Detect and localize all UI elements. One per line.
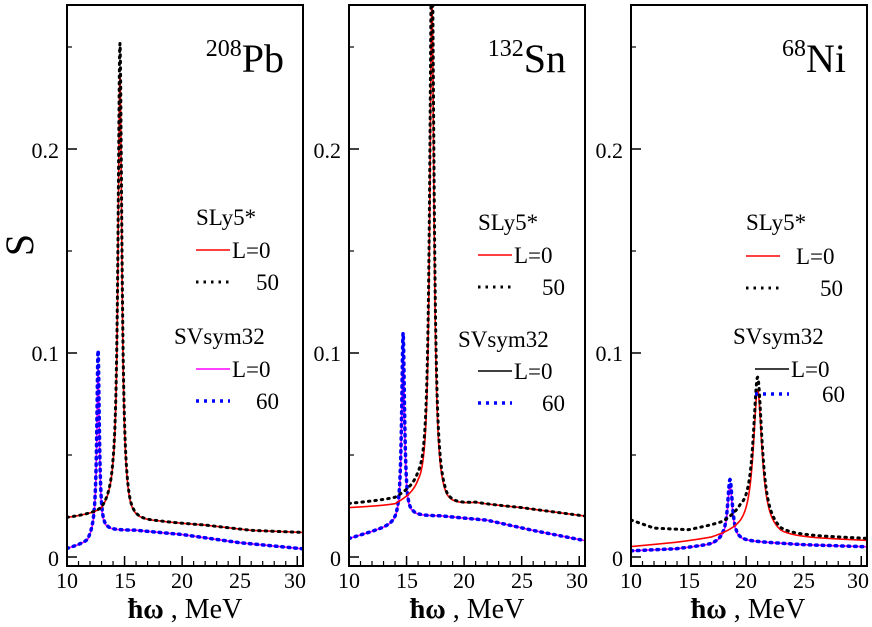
y-tick-label: 0 <box>48 546 59 571</box>
x-tick-label: 20 <box>735 568 757 593</box>
legend-entry: L=0 <box>514 359 553 384</box>
series-line-sly5-l-50 <box>67 41 303 534</box>
x-axis-symbol: ħω <box>128 594 164 625</box>
x-axis-unit: , MeV <box>446 594 525 625</box>
x-tick-label: 15 <box>114 568 136 593</box>
legend-entry: L=0 <box>791 357 830 382</box>
legend-entry: 60 <box>256 389 279 414</box>
legend-entry: 50 <box>542 275 565 300</box>
series-line-sly5-l-50 <box>631 375 867 540</box>
plot-frame <box>66 4 304 567</box>
y-tick-label: 0.1 <box>314 341 342 366</box>
x-tick-label: 25 <box>793 568 815 593</box>
series-line-svsym32-l-60 <box>67 348 303 551</box>
series-line-svsym32-l-60 <box>349 331 585 543</box>
x-tick-label: 10 <box>56 568 78 593</box>
nucleus-label: 132Sn <box>488 36 566 81</box>
legend: SLy5* L=0 50 SVsym32 L=0 60 <box>174 205 279 414</box>
legend-entry: L=0 <box>232 357 271 382</box>
legend-entry: L=0 <box>232 238 271 263</box>
x-tick-label: 15 <box>396 568 418 593</box>
legend-entry: 60 <box>822 382 845 407</box>
x-tick-label: 30 <box>847 568 869 593</box>
element-symbol: Sn <box>524 36 566 81</box>
y-axis-label: S <box>0 234 42 256</box>
y-tick-label: 0.2 <box>32 138 60 163</box>
axis-ticks <box>66 46 298 566</box>
axis-ticks <box>630 46 862 566</box>
legend-group-title: SVsym32 <box>733 324 824 349</box>
legend-group-title: SLy5* <box>746 210 806 235</box>
y-tick-label: 0.2 <box>596 138 624 163</box>
legend-entry: 50 <box>820 276 843 301</box>
plot-frame <box>630 4 868 567</box>
x-tick-label: 15 <box>678 568 700 593</box>
plot-area <box>349 5 585 543</box>
series-line-sly5-l-0 <box>67 73 303 534</box>
legend-group-title: SLy5* <box>196 205 256 230</box>
plot-area <box>67 41 303 551</box>
x-tick-label: 10 <box>620 568 642 593</box>
nucleus-label: 68Ni <box>782 36 846 81</box>
x-tick-label: 30 <box>284 568 306 593</box>
y-tick-label: 0.2 <box>314 138 342 163</box>
legend-entry: L=0 <box>514 243 553 268</box>
series-line-sly5-l-0 <box>631 388 867 548</box>
legend-group-title: SLy5* <box>478 210 538 235</box>
x-tick-label: 20 <box>171 568 193 593</box>
x-axis-unit: , MeV <box>164 594 243 625</box>
mass-number: 208 <box>206 36 242 62</box>
panel-208pb: 0.2 0.1 0 10 15 20 25 30 S ħω , MeV 208P… <box>0 4 306 625</box>
x-axis-label: ħω , MeV <box>128 594 243 625</box>
y-tick-label: 0 <box>330 546 341 571</box>
element-symbol: Pb <box>242 36 284 81</box>
series-line-sly5-l-50 <box>349 5 585 518</box>
element-symbol: Ni <box>806 36 846 81</box>
x-tick-label: 20 <box>453 568 475 593</box>
legend: SLy5* L=0 50 SVsym32 L=0 60 <box>458 210 565 416</box>
panel-132sn: 0.2 0.1 0 10 15 20 25 30 ħω , MeV 132Sn … <box>314 4 588 625</box>
legend-entry: L=0 <box>796 244 835 269</box>
nucleus-label: 208Pb <box>206 36 284 81</box>
axis-ticks <box>348 46 580 566</box>
series-line-svsym32-l-60 <box>631 477 867 553</box>
x-tick-label: 30 <box>566 568 588 593</box>
x-axis-symbol: ħω <box>410 594 446 625</box>
legend-entry: 60 <box>542 391 565 416</box>
y-tick-label: 0 <box>612 546 623 571</box>
y-tick-label: 0.1 <box>596 341 624 366</box>
x-tick-label: 25 <box>229 568 251 593</box>
legend-entry: 50 <box>256 270 279 295</box>
legend-group-title: SVsym32 <box>458 327 549 352</box>
x-tick-label: 25 <box>511 568 533 593</box>
mass-number: 132 <box>488 36 524 62</box>
x-axis-symbol: ħω <box>691 594 727 625</box>
plot-area <box>631 375 867 553</box>
legend: SLy5* L=0 50 SVsym32 L=0 60 <box>733 210 845 407</box>
legend-group-title: SVsym32 <box>174 324 265 349</box>
x-axis-label: ħω , MeV <box>410 594 525 625</box>
plot-frame <box>348 4 586 567</box>
x-tick-label: 10 <box>338 568 360 593</box>
y-tick-label: 0.1 <box>32 341 60 366</box>
panel-68ni: 0.2 0.1 0 10 15 20 25 30 ħω , MeV 68Ni S… <box>596 4 869 625</box>
x-axis-label: ħω , MeV <box>691 594 806 625</box>
mass-number: 68 <box>782 36 806 62</box>
x-axis-unit: , MeV <box>727 594 806 625</box>
